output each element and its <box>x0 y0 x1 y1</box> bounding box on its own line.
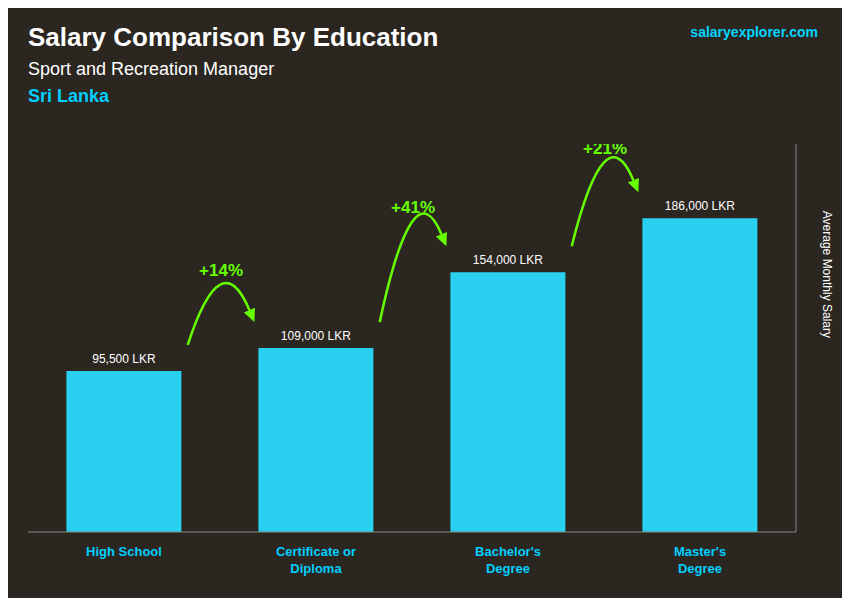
html-text:Sri Lanka: Sri Lanka <box>28 86 109 106</box>
svg-text:154,000 LKR: 154,000 LKR <box>473 253 543 267</box>
svg-text:109,000 LKR: 109,000 LKR <box>281 329 351 343</box>
html-text:salaryexplorer.com: salaryexplorer.com <box>690 24 818 40</box>
svg-text:+21%: +21% <box>583 144 627 158</box>
svg-text:95,500 LKR: 95,500 LKR <box>92 352 156 366</box>
svg-text:186,000 LKR: 186,000 LKR <box>665 199 735 213</box>
svg-text:High School: High School <box>86 544 162 559</box>
svg-text:Master'sDegree: Master'sDegree <box>674 544 726 576</box>
html-text:Sport and Recreation Manager: Sport and Recreation Manager <box>28 59 275 79</box>
svg-text:Average Monthly Salary: Average Monthly Salary <box>820 211 834 338</box>
svg-text:Certificate orDiploma: Certificate orDiploma <box>276 544 356 576</box>
html-text:Salary Comparison By Education: Salary Comparison By Education <box>28 22 439 52</box>
svg-text:Bachelor'sDegree: Bachelor'sDegree <box>475 544 541 576</box>
svg-text:+14%: +14% <box>199 261 243 280</box>
svg-text:+41%: +41% <box>391 198 435 217</box>
